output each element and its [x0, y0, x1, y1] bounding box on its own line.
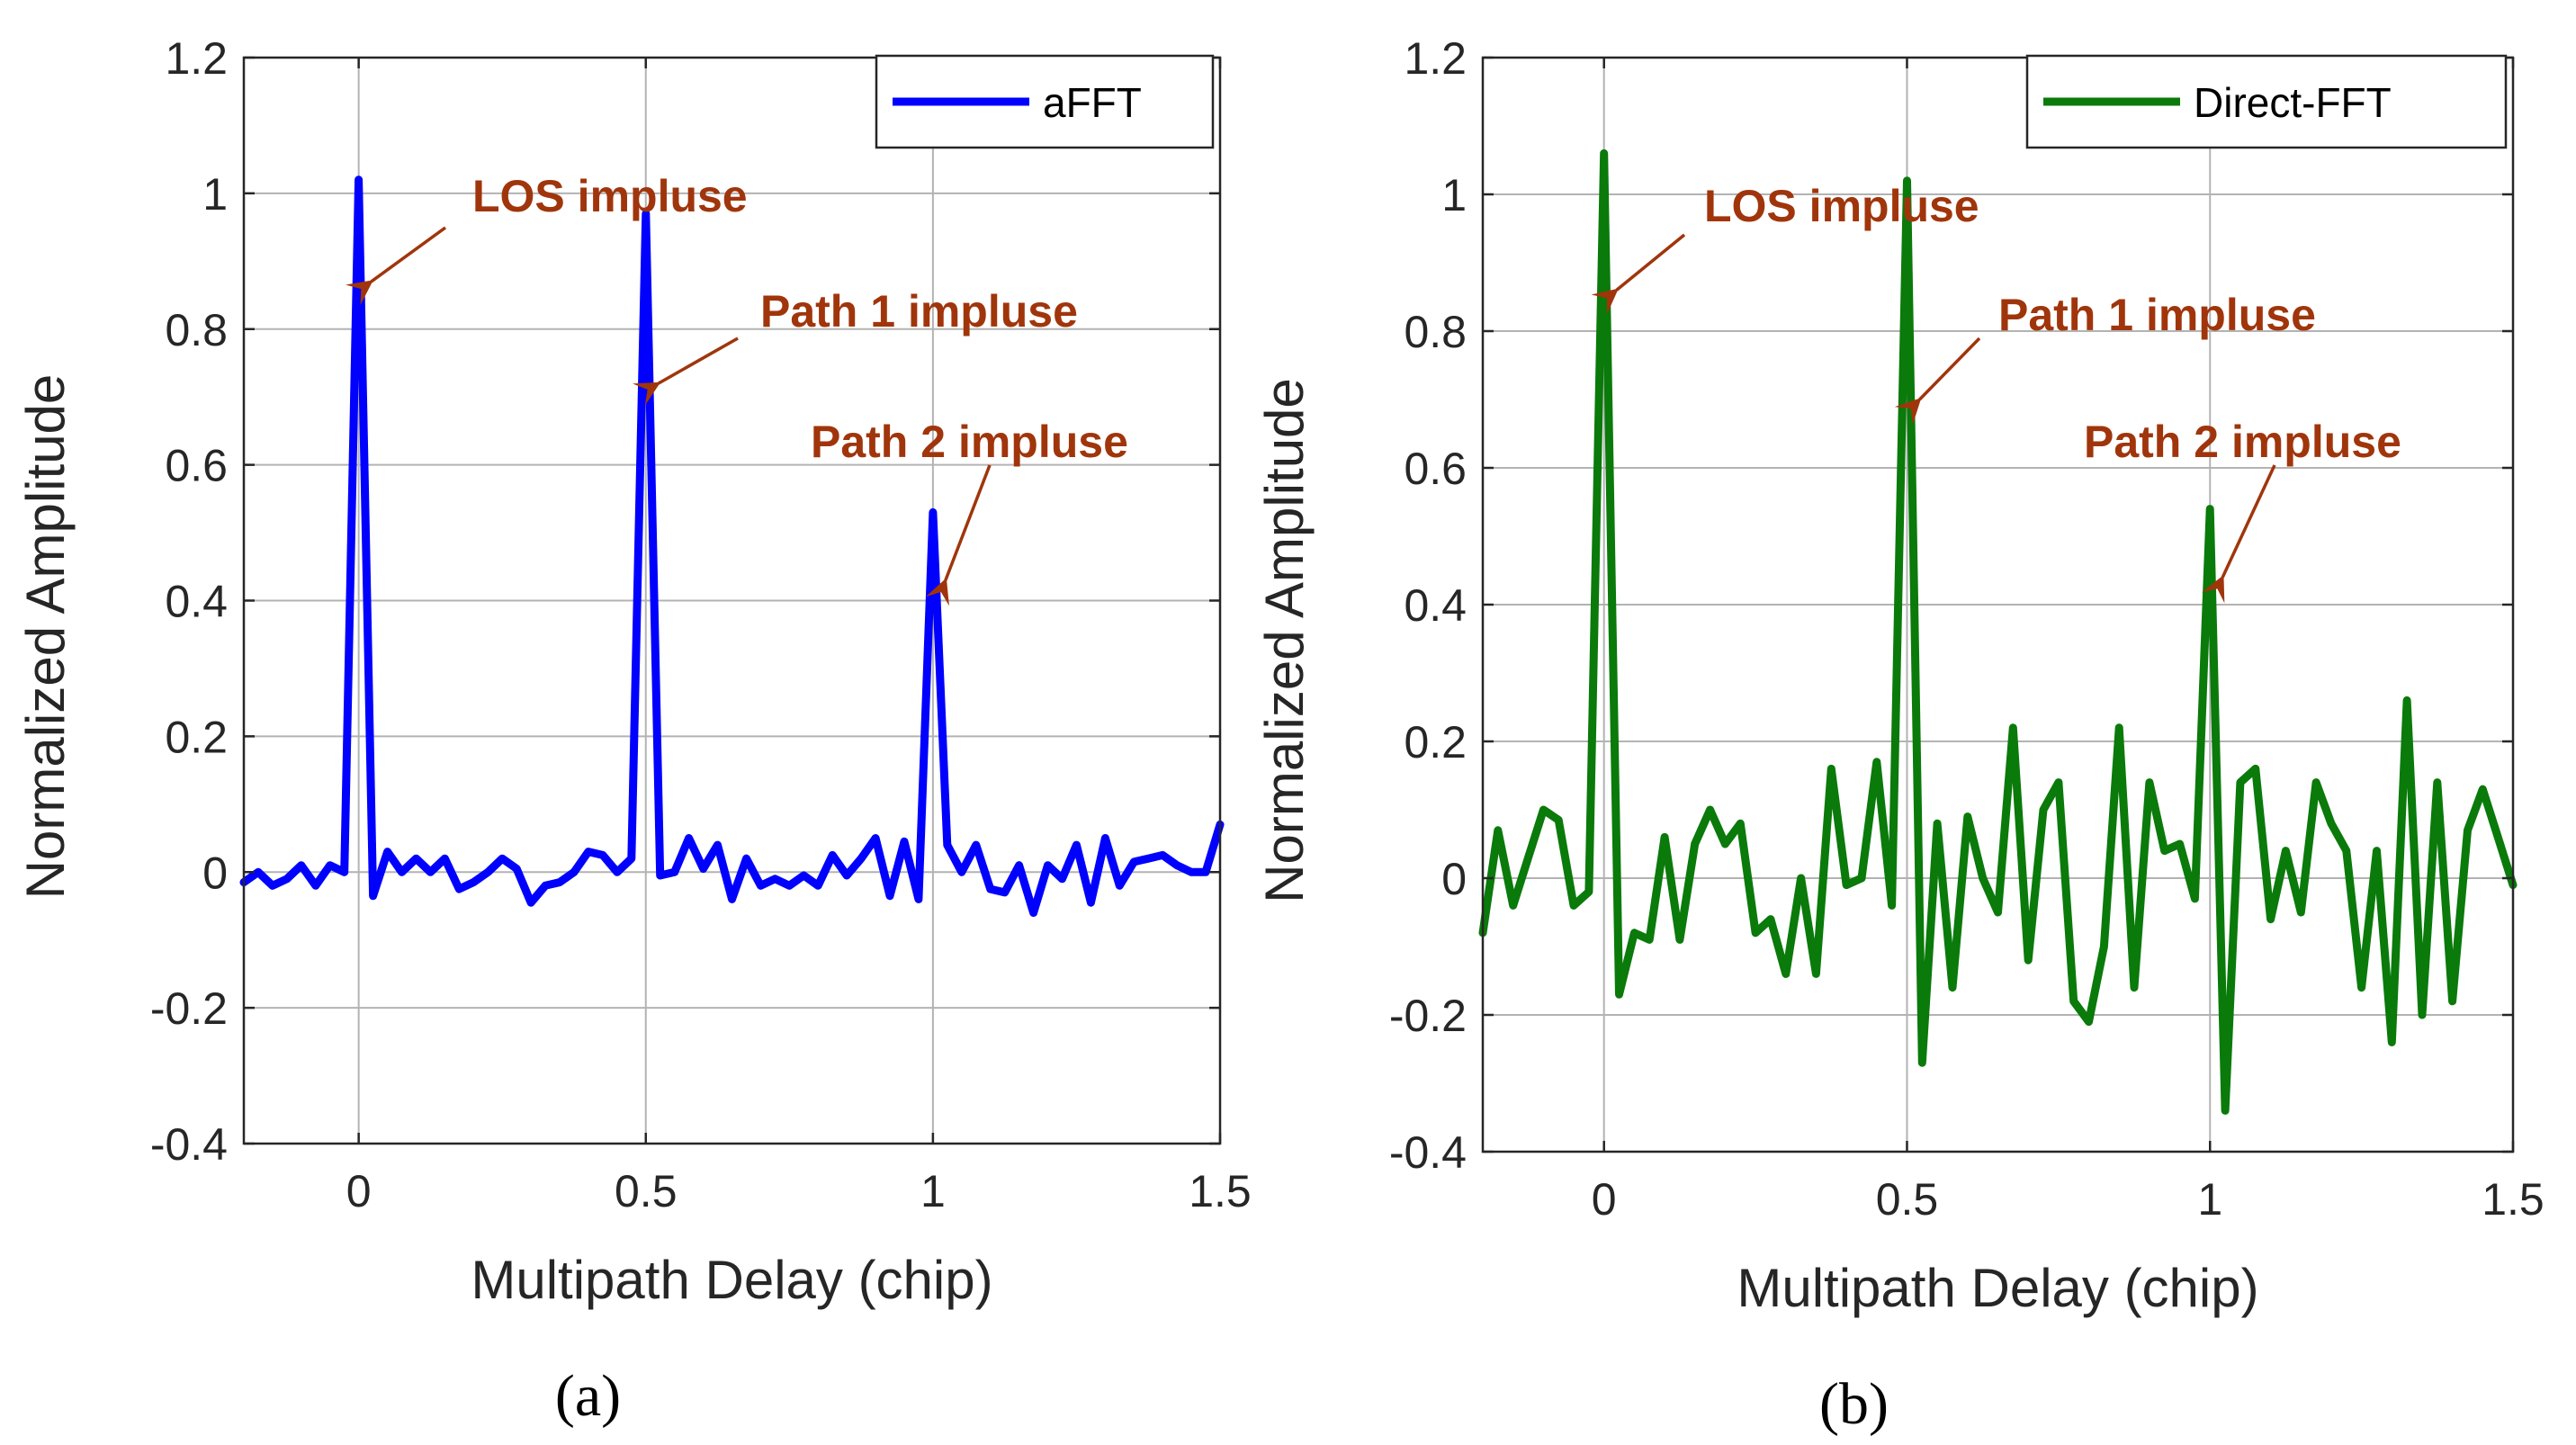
figure-caption: (b): [1819, 1371, 1889, 1437]
x-tick-label: 1: [2197, 1174, 2222, 1225]
y-tick-label: 1: [202, 169, 228, 220]
x-tick-label: 0.5: [1876, 1174, 1939, 1225]
y-tick-label: 0.2: [1404, 717, 1467, 767]
y-tick-label: -0.4: [1389, 1127, 1467, 1178]
y-tick-label: 0.8: [1404, 307, 1467, 357]
legend: Direct-FFT: [2025, 54, 2508, 149]
y-axis-label: Normalized Amplitude: [1254, 378, 1315, 903]
x-tick-label: 1: [920, 1166, 946, 1216]
y-tick-label: 0.2: [165, 712, 228, 762]
y-tick-label: -0.4: [150, 1119, 228, 1170]
y-tick-label: 0: [1441, 854, 1467, 904]
annotation-arrow: [632, 337, 739, 406]
y-tick-label: 1.2: [165, 33, 228, 84]
legend-label: aFFT: [1043, 79, 1142, 126]
legend-label: Direct-FFT: [2194, 79, 2392, 126]
y-tick-label: 1: [1441, 170, 1467, 220]
y-tick-label: 0: [202, 848, 228, 898]
chart-a: 0 0.5 1 1.5 -0.4 -0.2 0 0.2 0.4 0.6 0.8 1 1.2 LOS im…: [15, 33, 1252, 1429]
annotation-label: Path 2 impluse: [811, 417, 1128, 467]
y-tick-label: 1.2: [1404, 33, 1467, 84]
y-tick-label: 0.4: [1404, 580, 1467, 631]
x-tick-label: 1.5: [1189, 1166, 1252, 1216]
annotation-label: Path 1 impluse: [1998, 290, 2316, 340]
x-axis-label: Multipath Delay (chip): [471, 1250, 992, 1310]
y-tick-label: -0.2: [150, 983, 228, 1034]
y-tick-label: 0.6: [165, 441, 228, 491]
annotation-arrow: [1894, 337, 1981, 425]
annotation-arrow: [2201, 464, 2276, 604]
legend: aFFT: [875, 54, 1215, 149]
figure-caption: (a): [555, 1363, 621, 1429]
annotation-arrow: [925, 464, 992, 606]
y-tick-label: 0.6: [1404, 444, 1467, 494]
annotation-label: LOS impluse: [1704, 181, 1979, 231]
series-line: [239, 175, 1225, 917]
annotation-arrow: [346, 226, 447, 306]
x-tick-label: 0: [346, 1166, 372, 1216]
x-tick-label: 0: [1592, 1174, 1617, 1225]
annotation-label: LOS impluse: [472, 171, 748, 221]
legend-box: [2025, 54, 2508, 149]
annotation-label: Path 2 impluse: [2084, 417, 2401, 467]
series-line: [1478, 148, 2518, 1115]
chart-b: 0 0.5 1 1.5 -0.4 -0.2 0 0.2 0.4 0.6 0.8 1 1.2 LOS im…: [1254, 33, 2545, 1437]
y-axis-label: Normalized Amplitude: [15, 374, 76, 900]
y-tick-label: 0.8: [165, 305, 228, 355]
annotation-arrow: [1591, 233, 1686, 315]
y-tick-label: -0.2: [1389, 991, 1467, 1041]
x-axis-label: Multipath Delay (chip): [1737, 1258, 2258, 1318]
y-tick-label: 0.4: [165, 577, 228, 627]
annotation-label: Path 1 impluse: [760, 286, 1078, 337]
x-tick-label: 0.5: [615, 1166, 678, 1216]
x-tick-label: 1.5: [2482, 1174, 2545, 1225]
